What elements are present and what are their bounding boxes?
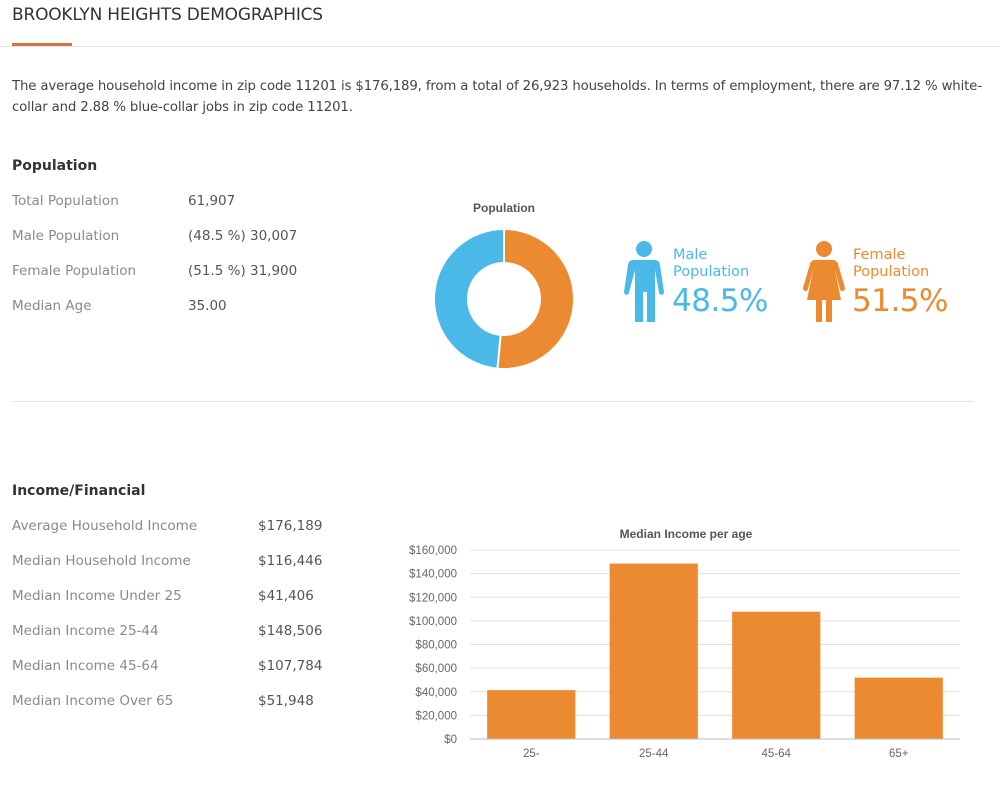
population-value: (51.5 %) 31,900 [188,263,298,279]
income-value: $176,189 [258,518,323,534]
bar-25-44 [609,563,698,739]
y-tick-label: $140,000 [409,569,457,581]
x-tick-label: 65+ [889,748,909,760]
income-label: Median Income Under 25 [12,588,182,604]
bar-chart-title: Median Income per age [620,527,753,541]
x-tick-label: 25- [523,748,540,760]
x-tick-label: 45-64 [762,748,792,760]
income-value: $116,446 [258,553,323,569]
population-value: 61,907 [188,193,236,209]
population-donut-chart [433,227,576,370]
male-percent-value: 48.5% [672,283,768,319]
page-title: BROOKLYN HEIGHTS DEMOGRAPHICS [12,5,323,25]
population-label: Male Population [12,228,120,244]
income-label: Median Income 45-64 [12,658,159,674]
income-label: Median Household Income [12,553,191,569]
header-divider [0,46,1000,47]
female-stat-label: Female Population [853,247,929,281]
male-stat-label: Male Population [673,247,749,281]
male-person-icon [623,240,665,324]
y-tick-label: $160,000 [409,545,457,557]
income-value: $51,948 [258,693,314,709]
income-label: Average Household Income [12,518,198,534]
population-label: Median Age [12,298,92,314]
donut-chart-title: Population [473,201,535,215]
intro-paragraph: The average household income in zip code… [12,79,982,115]
y-tick-label: $80,000 [415,640,457,652]
title-accent-underline [12,43,72,46]
female-person-icon [802,240,846,324]
population-value: (48.5 %) 30,007 [188,228,298,244]
y-tick-label: $100,000 [409,616,457,628]
x-tick-label: 25-44 [639,748,669,760]
income-label: Median Income Over 65 [12,693,174,709]
y-tick-label: $60,000 [415,663,457,675]
population-label: Female Population [12,263,137,279]
section-divider [12,401,974,402]
y-tick-label: $0 [444,734,457,746]
male-label-line2: Population [673,264,750,280]
income-value: $148,506 [258,623,323,639]
income-heading: Income/Financial [12,483,146,499]
female-label-line2: Population [853,264,930,280]
donut-slice-female [496,227,576,370]
donut-slice-male [433,227,505,370]
y-tick-label: $20,000 [415,710,457,722]
female-label-line1: Female [853,247,906,263]
y-tick-label: $40,000 [415,687,457,699]
population-label: Total Population [12,193,119,209]
bar-25- [487,690,576,739]
male-label-line1: Male [673,247,708,263]
y-tick-label: $120,000 [409,592,457,604]
income-value: $41,406 [258,588,314,604]
bar-45-64 [732,611,821,739]
population-value: 35.00 [188,298,227,314]
bar-65+ [854,677,943,739]
female-percent-value: 51.5% [852,283,948,319]
population-heading: Population [12,158,98,174]
income-label: Median Income 25-44 [12,623,159,639]
income-value: $107,784 [258,658,323,674]
median-income-bar-chart: Median Income per age $0 $20,000 $40,000 $60… [409,527,960,760]
